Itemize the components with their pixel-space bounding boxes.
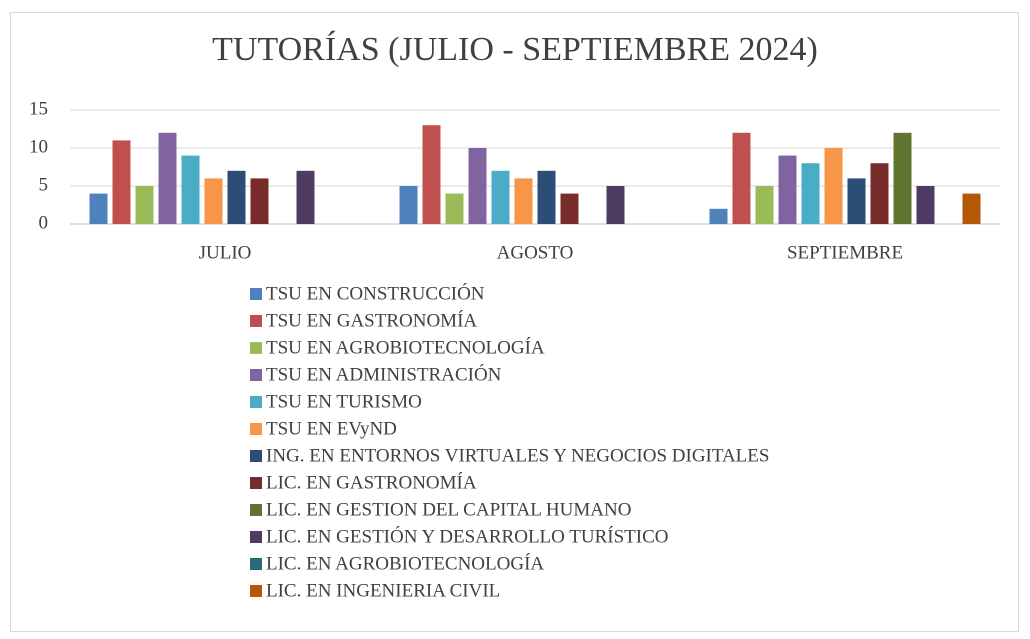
legend-swatch: [250, 504, 262, 516]
bar: [204, 178, 223, 224]
legend-label: TSU EN CONSTRUCCIÓN: [266, 282, 485, 304]
bar: [112, 140, 131, 224]
legend-label: LIC. EN GASTRONOMÍA: [266, 471, 477, 493]
bar: [135, 186, 154, 224]
bar: [606, 186, 625, 224]
legend-swatch: [250, 423, 262, 435]
y-tick-label: 5: [39, 174, 49, 195]
legend-label: LIC. EN GESTION DEL CAPITAL HUMANO: [266, 499, 631, 520]
bar: [89, 193, 108, 224]
x-tick-label: JULIO: [199, 242, 252, 263]
y-tick-label: 0: [39, 212, 49, 233]
bar: [801, 163, 820, 224]
chart-title: TUTORÍAS (JULIO - SEPTIEMBRE 2024): [212, 31, 818, 68]
legend-label: TSU EN TURISMO: [266, 391, 422, 412]
legend-swatch: [250, 369, 262, 381]
bar: [847, 178, 866, 224]
bar: [962, 193, 981, 224]
legend-swatch: [250, 396, 262, 408]
bar: [916, 186, 935, 224]
legend-swatch: [250, 315, 262, 327]
legend-label: TSU EN EVyND: [266, 418, 397, 439]
x-tick-label: AGOSTO: [497, 242, 574, 263]
legend-swatch: [250, 288, 262, 300]
bar: [422, 125, 441, 224]
bar: [709, 208, 728, 224]
legend-label: LIC. EN GESTIÓN Y DESARROLLO TURÍSTICO: [266, 525, 669, 547]
bar: [181, 155, 200, 224]
legend-label: LIC. EN AGROBIOTECNOLOGÍA: [266, 552, 544, 574]
bar: [491, 170, 510, 224]
legend-label: TSU EN GASTRONOMÍA: [266, 309, 477, 331]
bar: [824, 148, 843, 224]
bar: [732, 132, 751, 224]
x-tick-label: SEPTIEMBRE: [787, 242, 903, 263]
bar: [778, 155, 797, 224]
legend-swatch: [250, 585, 262, 597]
y-tick-label: 10: [29, 136, 48, 157]
legend-swatch: [250, 342, 262, 354]
bar: [468, 148, 487, 224]
legend-swatch: [250, 450, 262, 462]
legend-swatch: [250, 558, 262, 570]
legend-swatch: [250, 477, 262, 489]
legend-label: TSU EN AGROBIOTECNOLOGÍA: [266, 336, 545, 358]
chart-border: [10, 12, 1019, 632]
bar: [399, 186, 418, 224]
legend-label: ING. EN ENTORNOS VIRTUALES Y NEGOCIOS DI…: [266, 445, 769, 466]
bar: [227, 170, 246, 224]
bar: [158, 132, 177, 224]
bar: [893, 132, 912, 224]
bar: [296, 170, 315, 224]
bar: [560, 193, 579, 224]
legend-label: TSU EN ADMINISTRACIÓN: [266, 363, 502, 385]
bar: [445, 193, 464, 224]
bar: [755, 186, 774, 224]
bar: [250, 178, 269, 224]
bar: [514, 178, 533, 224]
bar: [870, 163, 889, 224]
legend-swatch: [250, 531, 262, 543]
legend-label: LIC. EN INGENIERIA CIVIL: [266, 580, 500, 601]
y-tick-label: 15: [29, 98, 48, 119]
bar: [537, 170, 556, 224]
